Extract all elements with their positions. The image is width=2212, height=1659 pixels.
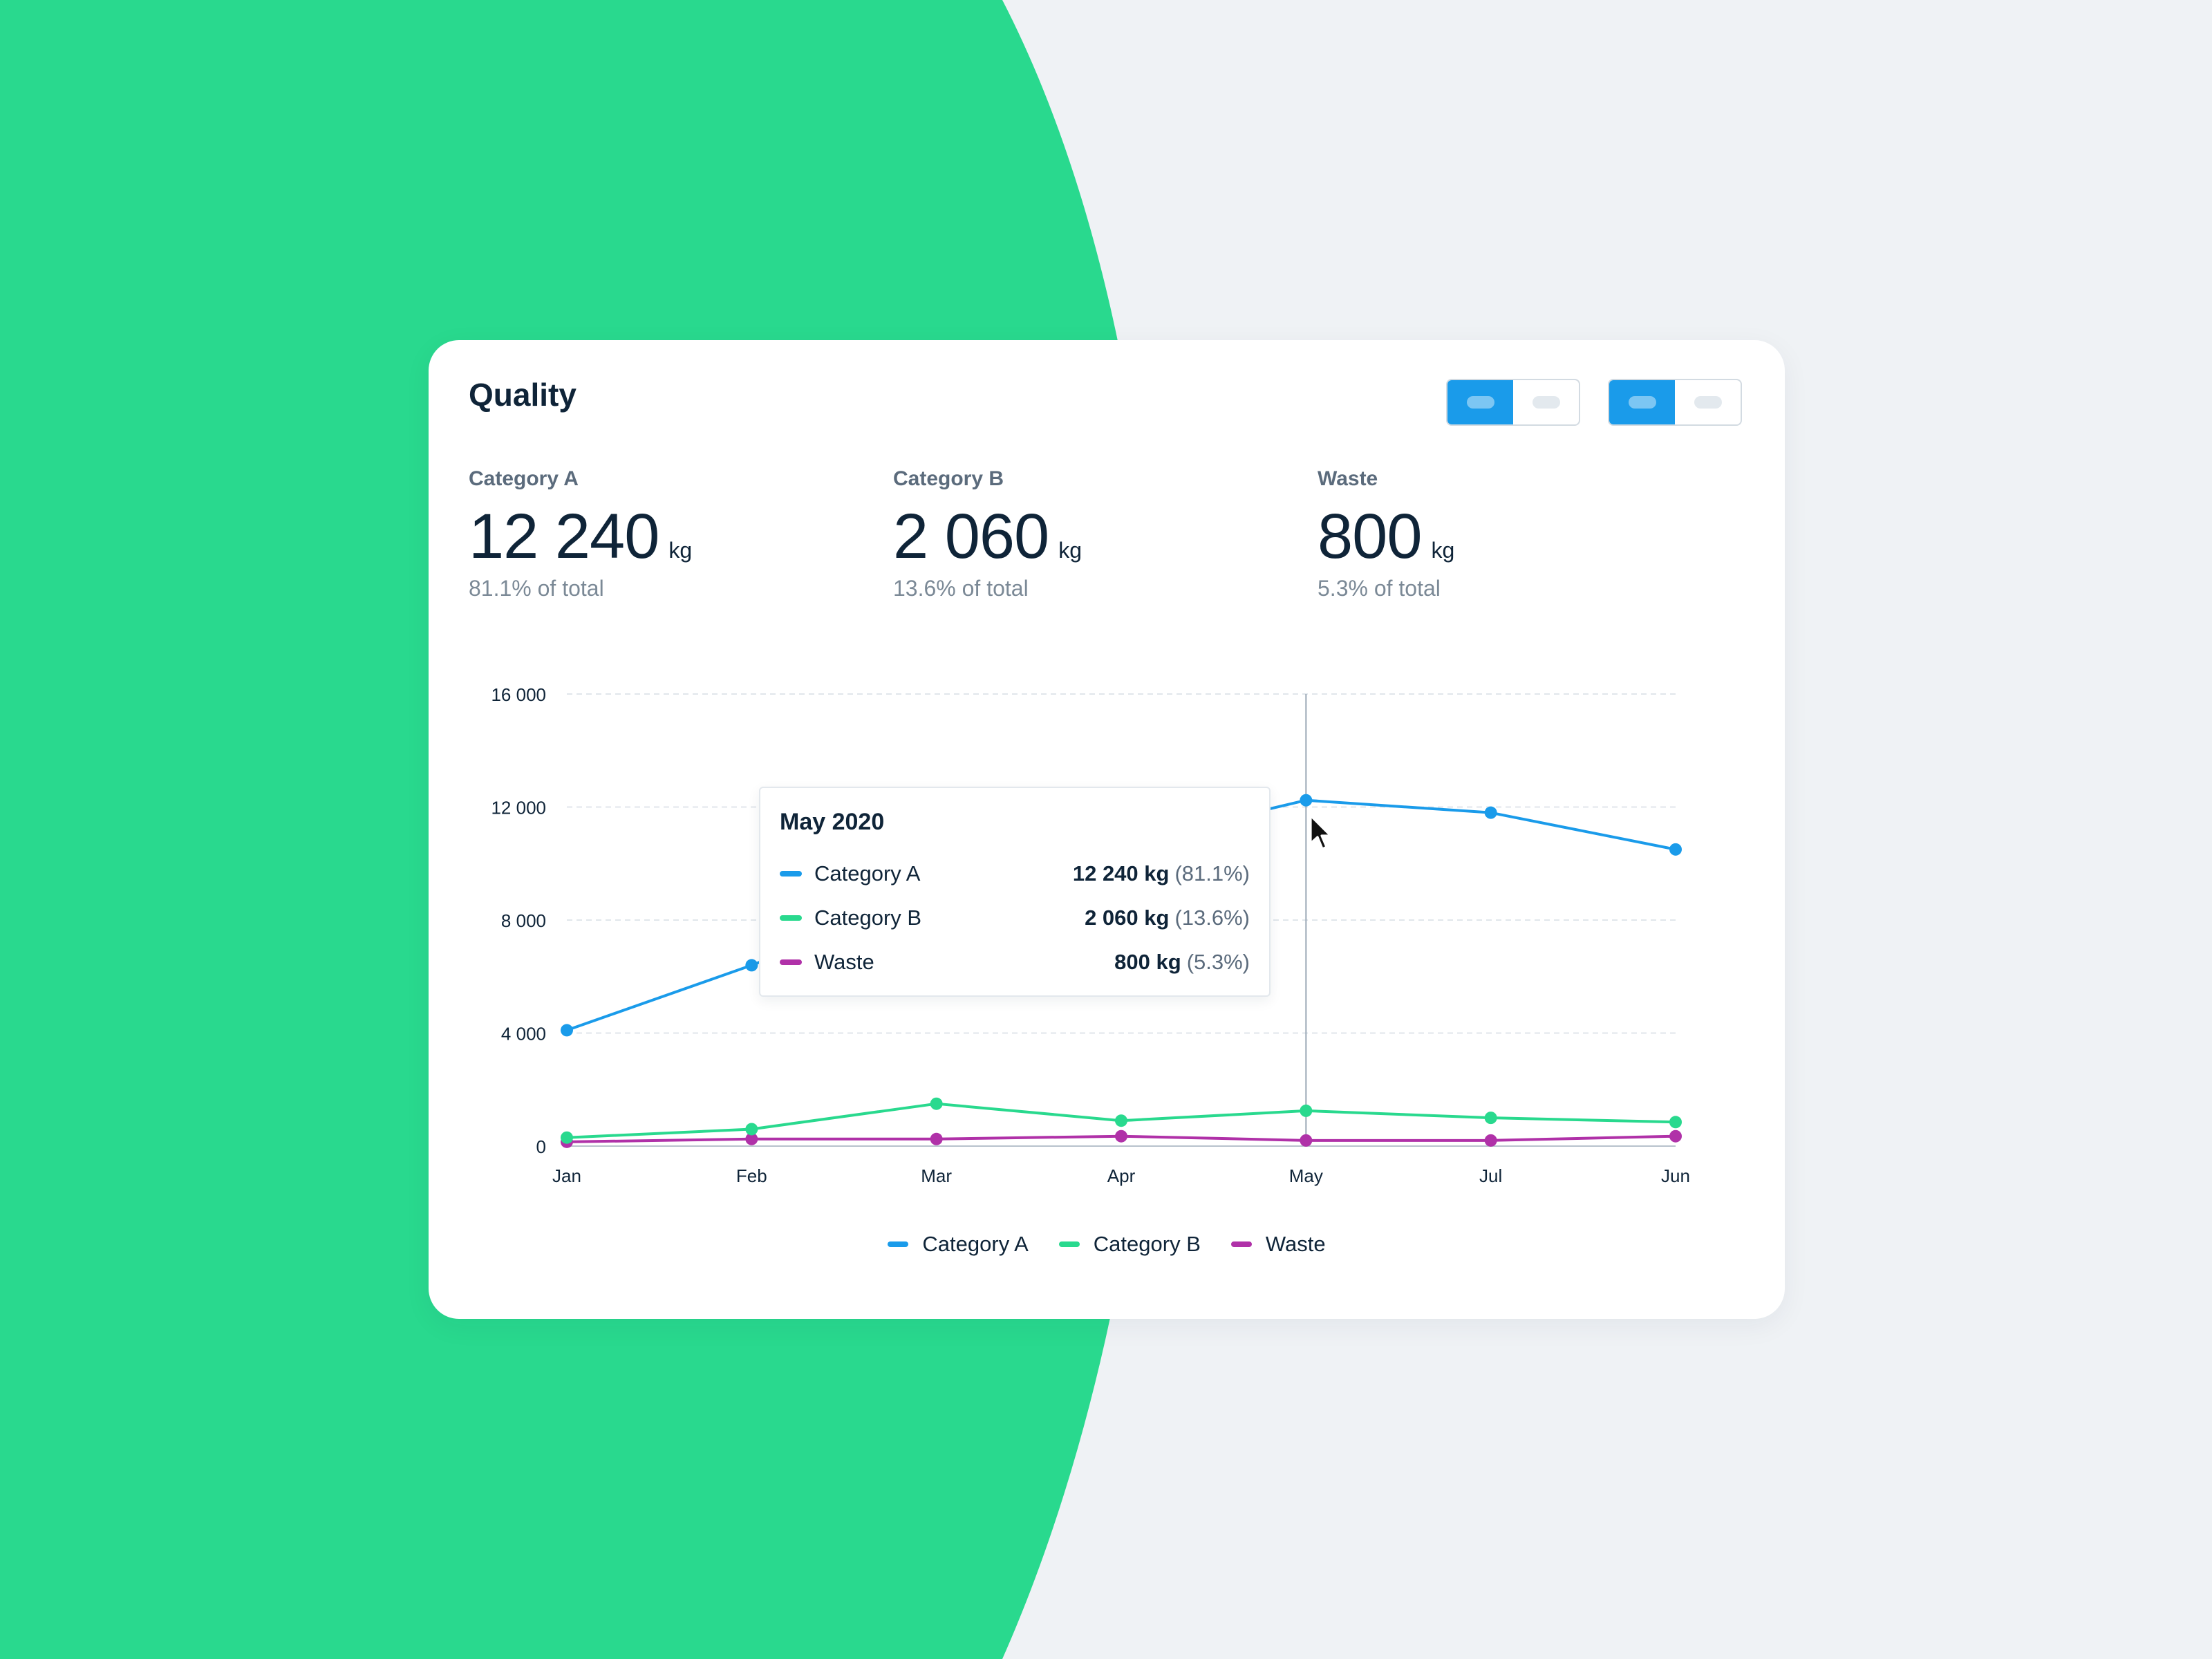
data-point xyxy=(1484,1112,1497,1125)
stat-waste: Waste 800 kg 5.3% of total xyxy=(1318,467,1454,601)
tooltip-series-pct: (81.1%) xyxy=(1174,861,1250,885)
toggle-pill-icon xyxy=(1628,396,1656,409)
data-point xyxy=(561,1131,573,1144)
series-swatch-icon xyxy=(780,915,802,921)
stat-value: 12 240 xyxy=(469,501,659,572)
data-point xyxy=(1484,1134,1497,1147)
tooltip-series-name: Waste xyxy=(814,950,874,974)
data-point xyxy=(745,1123,758,1136)
data-point xyxy=(1669,1116,1682,1129)
y-tick-label: 8 000 xyxy=(501,910,546,931)
x-tick-label: Jul xyxy=(1479,1165,1502,1186)
stat-value: 800 xyxy=(1318,501,1422,572)
x-tick-label: Feb xyxy=(736,1165,767,1186)
line-chart: 16 000 12 000 8 000 4 000 0 Jan Feb Mar Apr May Ju… xyxy=(491,684,1690,1186)
stat-label: Category B xyxy=(893,467,1004,490)
tooltip-row: Waste 800 kg (5.3%) xyxy=(780,948,1250,976)
data-point xyxy=(1669,843,1682,856)
y-tick-label: 0 xyxy=(536,1136,546,1157)
x-tick-label: Mar xyxy=(921,1165,952,1186)
stat-label: Category A xyxy=(469,467,579,490)
data-point xyxy=(745,1132,758,1145)
data-point xyxy=(930,1132,943,1145)
series-swatch-icon xyxy=(780,871,802,877)
stat-unit: kg xyxy=(1058,538,1082,563)
legend-item[interactable]: Waste xyxy=(1230,1232,1326,1257)
stat-unit: kg xyxy=(1431,538,1455,563)
legend-item[interactable]: Category A xyxy=(888,1232,1029,1257)
legend-swatch-icon xyxy=(888,1241,909,1247)
y-tick-label: 4 000 xyxy=(501,1024,546,1044)
y-tick-label: 16 000 xyxy=(491,684,546,705)
data-point xyxy=(1484,806,1497,819)
chart-tooltip: May 2020 Category A 12 240 kg (81.1%) Ca… xyxy=(759,787,1271,997)
toggle-pill-icon xyxy=(1532,396,1560,409)
x-tick-label: May xyxy=(1289,1165,1323,1186)
tooltip-series-value: 12 240 kg xyxy=(1072,861,1170,885)
x-tick-label: Jan xyxy=(552,1165,581,1186)
data-point xyxy=(1115,1114,1127,1127)
series-swatch-icon xyxy=(780,959,802,965)
tooltip-series-name: Category A xyxy=(814,861,921,885)
data-point xyxy=(930,1097,943,1110)
tooltip-series-value: 800 kg xyxy=(1114,950,1181,974)
data-point xyxy=(561,1024,573,1037)
chart-legend: Category A Category B Waste xyxy=(429,1232,1785,1257)
data-point xyxy=(745,959,758,972)
data-point xyxy=(1300,794,1313,807)
tooltip-row: Category A 12 240 kg (81.1%) xyxy=(780,860,1250,888)
tooltip-series-value: 2 060 kg xyxy=(1085,906,1170,930)
view-toggle-1[interactable] xyxy=(1446,379,1580,426)
stat-share: 5.3% of total xyxy=(1318,576,1441,601)
stat-unit: kg xyxy=(668,538,693,563)
y-tick-label: 12 000 xyxy=(491,798,546,818)
toggle-1-option-active[interactable] xyxy=(1447,380,1513,424)
stat-category-a: Category A 12 240 kg 81.1% of total xyxy=(469,467,692,601)
mouse-cursor-icon xyxy=(1309,814,1332,850)
x-tick-label: Jun xyxy=(1661,1165,1690,1186)
toggle-pill-icon xyxy=(1466,396,1494,409)
toggle-2-option-active[interactable] xyxy=(1609,380,1675,424)
data-point xyxy=(1300,1104,1313,1117)
legend-item[interactable]: Category B xyxy=(1058,1232,1201,1257)
quality-card: Quality Category A 12 240 kg 81.1% of tot… xyxy=(429,340,1785,1319)
stat-category-b: Category B 2 060 kg 13.6% of total xyxy=(893,467,1082,601)
tooltip-series-pct: (13.6%) xyxy=(1174,906,1250,930)
stat-value: 2 060 xyxy=(893,501,1049,572)
data-point xyxy=(1300,1134,1313,1147)
data-point xyxy=(1669,1130,1682,1143)
legend-label: Category B xyxy=(1093,1232,1201,1256)
tooltip-series-name: Category B xyxy=(814,906,922,930)
legend-label: Category A xyxy=(922,1232,1029,1256)
toggle-2-option-inactive[interactable] xyxy=(1675,380,1741,424)
tooltip-row: Category B 2 060 kg (13.6%) xyxy=(780,904,1250,932)
stat-share: 81.1% of total xyxy=(469,576,604,601)
stat-share: 13.6% of total xyxy=(893,576,1029,601)
view-toggle-2[interactable] xyxy=(1608,379,1742,426)
toggle-1-option-inactive[interactable] xyxy=(1513,380,1579,424)
legend-swatch-icon xyxy=(1230,1241,1252,1247)
legend-label: Waste xyxy=(1265,1232,1326,1256)
toggle-pill-icon xyxy=(1694,396,1722,409)
tooltip-series-pct: (5.3%) xyxy=(1186,950,1250,974)
x-tick-label: Apr xyxy=(1107,1165,1136,1186)
tooltip-title: May 2020 xyxy=(780,809,885,835)
stat-label: Waste xyxy=(1318,467,1378,490)
card-title: Quality xyxy=(469,377,577,413)
data-point xyxy=(1115,1130,1127,1143)
legend-swatch-icon xyxy=(1058,1241,1080,1247)
